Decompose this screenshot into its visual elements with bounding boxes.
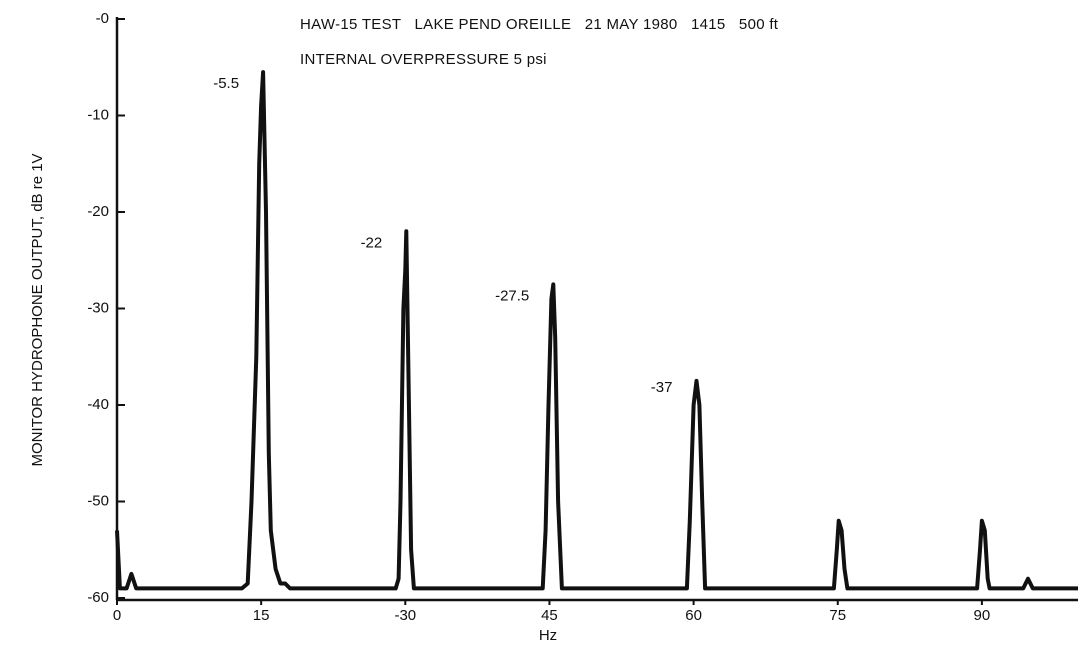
x-tick-label: 75	[829, 607, 846, 624]
x-tick-label: -30	[394, 607, 416, 624]
peak-label: -37	[651, 379, 673, 396]
x-tick-label: 60	[685, 607, 702, 624]
y-tick-label: -10	[87, 106, 109, 123]
y-tick-label: -20	[87, 203, 109, 220]
x-axis-label: Hz	[539, 627, 557, 644]
y-tick-label: -40	[87, 396, 109, 413]
y-tick-label: -60	[87, 589, 109, 606]
peak-label: -27.5	[495, 287, 529, 304]
chart-title: HAW-15 TEST LAKE PEND OREILLE 21 MAY 198…	[300, 16, 779, 33]
peak-label: -22	[361, 234, 383, 251]
y-tick-label: -30	[87, 299, 109, 316]
spectrum-line	[115, 70, 1078, 591]
x-tick-label: 0	[113, 607, 121, 624]
y-axis-label: MONITOR HYDROPHONE OUTPUT, dB re 1V	[29, 153, 46, 466]
x-tick-label: 15	[253, 607, 270, 624]
x-tick-label: 45	[541, 607, 558, 624]
peak-label: -5.5	[213, 75, 239, 92]
x-tick-label: 90	[974, 607, 991, 624]
y-tick-label: -50	[87, 492, 109, 509]
y-tick-label: -0	[96, 10, 109, 27]
chart-subtitle: INTERNAL OVERPRESSURE 5 psi	[300, 51, 547, 68]
